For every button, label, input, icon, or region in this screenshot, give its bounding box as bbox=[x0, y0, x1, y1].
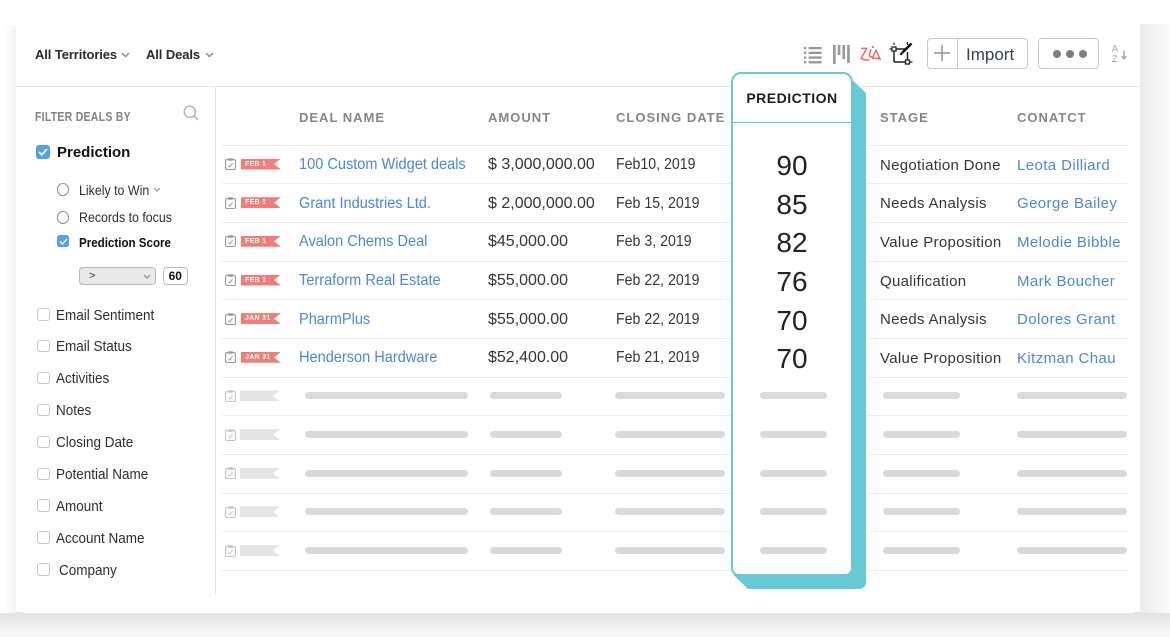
svg-text:Z: Z bbox=[1112, 54, 1118, 64]
svg-text:A: A bbox=[1112, 44, 1118, 54]
